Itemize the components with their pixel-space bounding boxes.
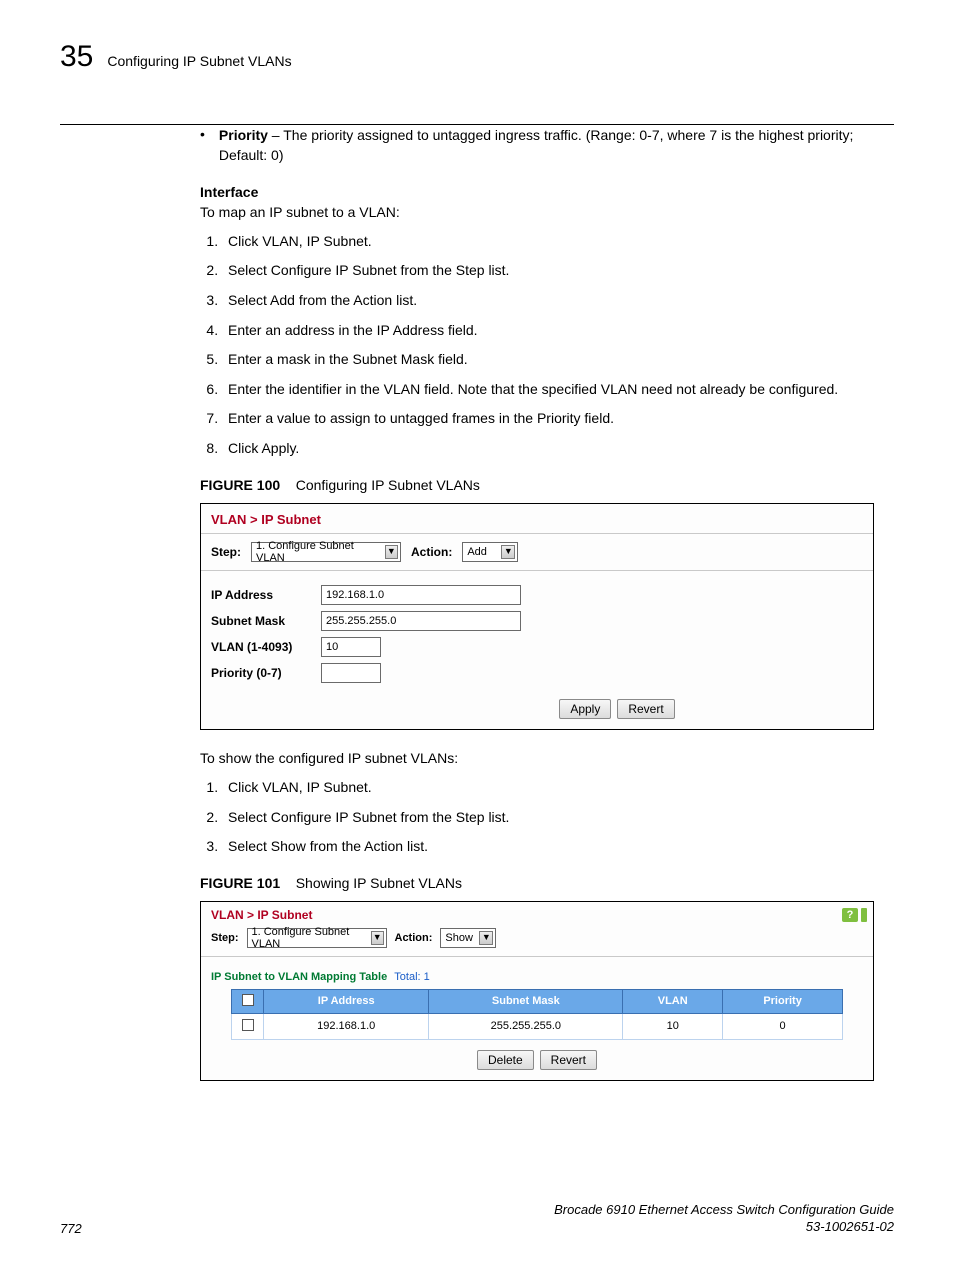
select-all-header[interactable] [232,989,264,1013]
help-icon[interactable]: ? [842,908,867,922]
col-vlan: VLAN [623,989,723,1013]
step-item: Click Apply. [222,439,874,459]
cell-ip: 192.168.1.0 [264,1013,429,1039]
step-select[interactable]: 1. Configure Subnet VLAN ▼ [247,928,387,948]
figure100-title: Configuring IP Subnet VLANs [296,477,480,493]
ip-address-input[interactable]: 192.168.1.0 [321,585,521,605]
action-select-value: Show [445,932,473,944]
table-row: 192.168.1.0 255.255.255.0 10 0 [232,1013,843,1039]
mapping-table-total: Total: 1 [394,971,429,983]
footer-docid: 53-1002651-02 [806,1219,894,1234]
apply-button[interactable]: Apply [559,699,611,719]
breadcrumb: VLAN > IP Subnet [211,908,312,922]
footer-guide: Brocade 6910 Ethernet Access Switch Conf… [554,1202,894,1217]
step-item: Enter an address in the IP Address field… [222,321,874,341]
figure100-panel: VLAN > IP Subnet Step: 1. Configure Subn… [200,503,874,730]
breadcrumb: VLAN > IP Subnet [201,504,873,533]
priority-label: Priority (0-7) [211,666,321,680]
mapping-table: IP Address Subnet Mask VLAN Priority 192… [231,989,843,1040]
action-label: Action: [395,932,433,944]
help-stripe-icon [861,908,867,922]
page-number: 772 [60,1221,82,1236]
step-item: Click VLAN, IP Subnet. [222,778,874,798]
step-item: Select Configure IP Subnet from the Step… [222,808,874,828]
show-steps: Click VLAN, IP Subnet. Select Configure … [200,778,874,857]
action-label: Action: [411,545,452,559]
chevron-down-icon: ▼ [371,931,384,945]
vlan-label: VLAN (1-4093) [211,640,321,654]
ip-address-label: IP Address [211,588,321,602]
action-select[interactable]: Show ▼ [440,928,496,948]
priority-term: Priority [219,127,268,143]
interface-heading: Interface [200,184,874,200]
show-intro: To show the configured IP subnet VLANs: [200,748,874,768]
priority-bullet: Priority – The priority assigned to unta… [219,125,874,166]
step-item: Select Add from the Action list. [222,291,874,311]
step-select-value: 1. Configure Subnet VLAN [256,540,379,564]
chevron-down-icon: ▼ [501,545,515,559]
step-item: Enter the identifier in the VLAN field. … [222,380,874,400]
action-select[interactable]: Add ▼ [462,542,518,562]
revert-button[interactable]: Revert [617,699,674,719]
chevron-down-icon: ▼ [385,545,398,559]
step-item: Select Show from the Action list. [222,837,874,857]
figure101-title: Showing IP Subnet VLANs [296,875,462,891]
step-label: Step: [211,545,241,559]
page-header-title: Configuring IP Subnet VLANs [107,53,291,69]
interface-intro: To map an IP subnet to a VLAN: [200,202,874,222]
interface-steps: Click VLAN, IP Subnet. Select Configure … [200,232,874,459]
subnet-mask-label: Subnet Mask [211,614,321,628]
priority-desc: – The priority assigned to untagged ingr… [219,127,853,163]
step-select-value: 1. Configure Subnet VLAN [252,926,366,950]
cell-mask: 255.255.255.0 [429,1013,623,1039]
col-priority: Priority [723,989,843,1013]
revert-button[interactable]: Revert [540,1050,597,1070]
step-item: Click VLAN, IP Subnet. [222,232,874,252]
col-mask: Subnet Mask [429,989,623,1013]
priority-input[interactable] [321,663,381,683]
vlan-input[interactable]: 10 [321,637,381,657]
delete-button[interactable]: Delete [477,1050,534,1070]
step-item: Enter a mask in the Subnet Mask field. [222,350,874,370]
figure101-panel: VLAN > IP Subnet ? Step: 1. Configure Su… [200,901,874,1081]
chevron-down-icon: ▼ [479,931,493,945]
cell-vlan: 10 [623,1013,723,1039]
checkbox-icon[interactable] [242,1019,254,1031]
figure100-label: FIGURE 100 [200,477,280,493]
mapping-table-title: IP Subnet to VLAN Mapping Table [211,971,387,983]
checkbox-icon[interactable] [242,994,254,1006]
step-label: Step: [211,932,239,944]
col-ip: IP Address [264,989,429,1013]
cell-priority: 0 [723,1013,843,1039]
bullet-marker: • [200,125,205,166]
row-checkbox-cell[interactable] [232,1013,264,1039]
step-item: Select Configure IP Subnet from the Step… [222,261,874,281]
chapter-number: 35 [60,40,93,74]
figure101-label: FIGURE 101 [200,875,280,891]
action-select-value: Add [467,546,487,558]
step-item: Enter a value to assign to untagged fram… [222,409,874,429]
step-select[interactable]: 1. Configure Subnet VLAN ▼ [251,542,401,562]
question-icon: ? [842,908,858,922]
subnet-mask-input[interactable]: 255.255.255.0 [321,611,521,631]
